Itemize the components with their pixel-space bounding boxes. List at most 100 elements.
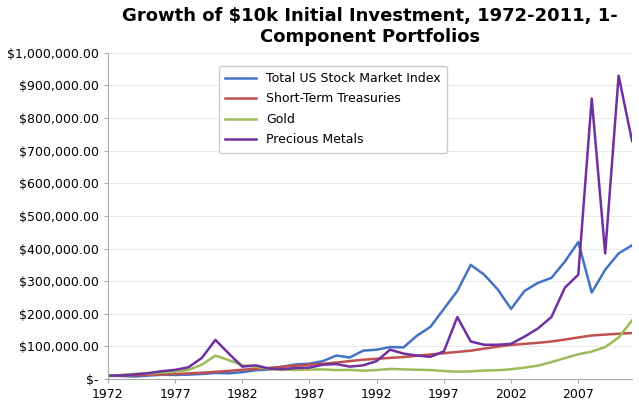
Short-Term Treasuries xyxy=(279,364,286,369)
Precious Metals xyxy=(346,364,353,369)
Total US Stock Market Index xyxy=(359,348,367,353)
Total US Stock Market Index xyxy=(494,287,502,292)
Gold xyxy=(628,318,636,323)
Short-Term Treasuries xyxy=(427,352,435,357)
Total US Stock Market Index xyxy=(467,262,475,267)
Precious Metals xyxy=(574,272,582,277)
Gold xyxy=(588,349,596,354)
Gold xyxy=(601,345,609,350)
Gold xyxy=(467,369,475,374)
Short-Term Treasuries xyxy=(198,370,206,375)
Short-Term Treasuries xyxy=(118,373,125,378)
Total US Stock Market Index xyxy=(279,364,286,369)
Gold xyxy=(319,367,327,372)
Total US Stock Market Index xyxy=(185,372,192,377)
Total US Stock Market Index xyxy=(548,275,555,280)
Gold xyxy=(359,368,367,373)
Total US Stock Market Index xyxy=(104,373,112,378)
Precious Metals xyxy=(601,251,609,256)
Short-Term Treasuries xyxy=(454,350,461,355)
Short-Term Treasuries xyxy=(319,361,327,366)
Short-Term Treasuries xyxy=(131,373,139,378)
Short-Term Treasuries xyxy=(521,341,528,346)
Precious Metals xyxy=(359,363,367,368)
Total US Stock Market Index xyxy=(265,367,273,372)
Short-Term Treasuries xyxy=(387,355,394,360)
Short-Term Treasuries xyxy=(400,355,408,359)
Total US Stock Market Index xyxy=(346,355,353,360)
Precious Metals xyxy=(292,366,300,370)
Total US Stock Market Index xyxy=(332,353,340,358)
Gold xyxy=(158,370,166,375)
Total US Stock Market Index xyxy=(628,243,636,248)
Precious Metals xyxy=(467,339,475,344)
Gold xyxy=(387,366,394,371)
Gold xyxy=(305,367,313,372)
Total US Stock Market Index xyxy=(238,370,246,375)
Short-Term Treasuries xyxy=(332,360,340,365)
Title: Growth of $10k Initial Investment, 1972-2011, 1-
Component Portfolios: Growth of $10k Initial Investment, 1972-… xyxy=(122,7,618,46)
Short-Term Treasuries xyxy=(561,337,569,342)
Total US Stock Market Index xyxy=(319,359,327,364)
Precious Metals xyxy=(615,73,622,78)
Total US Stock Market Index xyxy=(292,362,300,367)
Gold xyxy=(494,368,502,373)
Short-Term Treasuries xyxy=(225,368,233,373)
Precious Metals xyxy=(118,373,125,378)
Total US Stock Market Index xyxy=(507,306,515,311)
Short-Term Treasuries xyxy=(185,371,192,376)
Short-Term Treasuries xyxy=(305,362,313,367)
Total US Stock Market Index xyxy=(158,373,166,377)
Gold xyxy=(171,369,179,374)
Gold xyxy=(118,373,125,377)
Gold xyxy=(198,362,206,367)
Gold xyxy=(185,368,192,373)
Total US Stock Market Index xyxy=(427,324,435,329)
Line: Gold: Gold xyxy=(108,320,632,376)
Total US Stock Market Index xyxy=(198,372,206,377)
Precious Metals xyxy=(252,363,259,368)
Total US Stock Market Index xyxy=(305,361,313,366)
Gold xyxy=(332,368,340,373)
Gold xyxy=(413,367,421,372)
Total US Stock Market Index xyxy=(615,251,622,256)
Gold xyxy=(534,363,542,368)
Short-Term Treasuries xyxy=(440,351,448,356)
Short-Term Treasuries xyxy=(359,357,367,362)
Short-Term Treasuries xyxy=(628,330,636,335)
Total US Stock Market Index xyxy=(171,373,179,377)
Short-Term Treasuries xyxy=(507,342,515,347)
Precious Metals xyxy=(534,326,542,331)
Total US Stock Market Index xyxy=(561,259,569,264)
Total US Stock Market Index xyxy=(118,374,125,379)
Precious Metals xyxy=(225,351,233,356)
Gold xyxy=(507,367,515,372)
Gold xyxy=(212,353,219,358)
Gold xyxy=(252,364,259,369)
Legend: Total US Stock Market Index, Short-Term Treasuries, Gold, Precious Metals: Total US Stock Market Index, Short-Term … xyxy=(219,66,447,153)
Precious Metals xyxy=(158,369,166,374)
Short-Term Treasuries xyxy=(252,366,259,371)
Line: Precious Metals: Precious Metals xyxy=(108,76,632,376)
Precious Metals xyxy=(507,341,515,346)
Total US Stock Market Index xyxy=(574,239,582,244)
Short-Term Treasuries xyxy=(413,353,421,358)
Precious Metals xyxy=(144,371,152,376)
Total US Stock Market Index xyxy=(212,370,219,375)
Short-Term Treasuries xyxy=(265,366,273,370)
Gold xyxy=(440,368,448,373)
Gold xyxy=(561,356,569,361)
Short-Term Treasuries xyxy=(534,340,542,345)
Total US Stock Market Index xyxy=(373,347,380,352)
Gold xyxy=(615,335,622,340)
Gold xyxy=(279,367,286,372)
Precious Metals xyxy=(305,365,313,370)
Gold xyxy=(292,368,300,373)
Short-Term Treasuries xyxy=(104,373,112,378)
Short-Term Treasuries xyxy=(171,372,179,377)
Precious Metals xyxy=(319,362,327,367)
Total US Stock Market Index xyxy=(225,371,233,376)
Gold xyxy=(574,352,582,357)
Short-Term Treasuries xyxy=(373,356,380,361)
Short-Term Treasuries xyxy=(615,331,622,336)
